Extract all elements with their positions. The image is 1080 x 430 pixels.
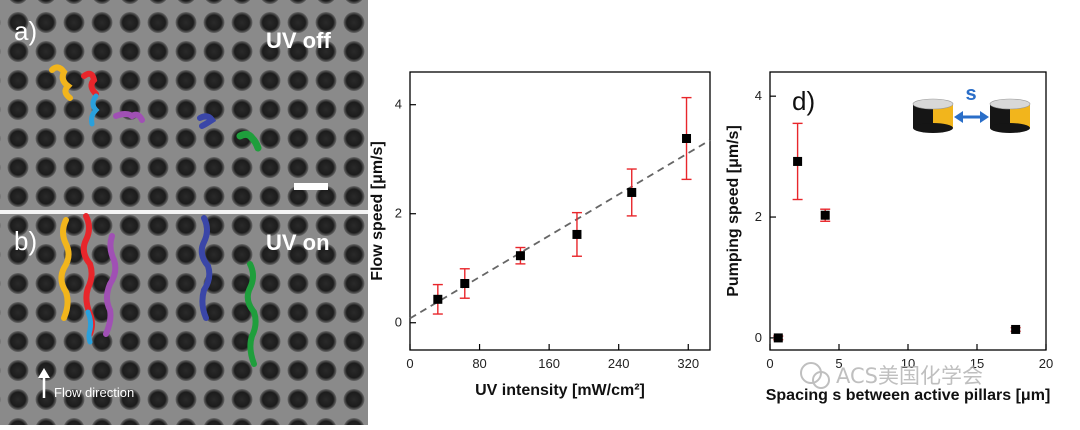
pillar-side-dark	[990, 104, 1010, 128]
x-tick-label: 10	[901, 356, 915, 371]
pillar-top	[989, 98, 1031, 110]
pumping-speed-plot: 0 5 10 15 20 0 2 4 Spacing s between active pill…	[725, 71, 1053, 404]
microscopy-image: a) UV off b) UV on Flow direction	[0, 0, 368, 425]
pillar-side-dark	[913, 104, 933, 128]
microscopy-panels: a) UV off b) UV on Flow direction	[0, 0, 368, 425]
data-point	[793, 156, 803, 166]
trace-cyan-b	[85, 309, 94, 345]
x-axis-label: UV intensity [mW/cm²]	[475, 382, 645, 399]
flow-direction-label: Flow direction	[54, 385, 134, 400]
trace-blue-a	[197, 113, 217, 129]
panel-d-label: d)	[792, 86, 815, 116]
spacing-label: s	[965, 83, 976, 105]
spacing-arrowhead-left-icon	[954, 111, 963, 123]
pillar-array-bottom	[0, 214, 368, 425]
trace-red-a	[81, 70, 99, 97]
data-point	[820, 210, 830, 220]
data-point	[773, 333, 783, 343]
uv-on-label: UV on	[266, 230, 330, 255]
trace-yellow-b	[58, 217, 72, 321]
data-point	[1011, 324, 1021, 334]
pillar-side-coated	[933, 104, 953, 128]
spacing-arrowhead-right-icon	[980, 111, 989, 123]
data-point	[572, 229, 582, 239]
y-axis-label: Flow speed [μm/s]	[369, 141, 386, 281]
data-point	[460, 278, 470, 288]
watermark: ACS美国化学会	[800, 362, 983, 389]
data-point	[433, 294, 443, 304]
x-tick-label: 240	[608, 356, 630, 371]
trace-green-b	[244, 261, 259, 367]
y-tick-label: 0	[395, 315, 402, 330]
trace-green-a	[236, 130, 262, 152]
trace-blue-b	[198, 215, 213, 321]
x-tick-label: 5	[835, 356, 842, 371]
scale-bar	[294, 183, 328, 190]
y-tick-label: 2	[395, 206, 402, 221]
y-tick-label: 2	[755, 209, 762, 224]
pillar-right	[989, 98, 1031, 133]
x-tick-label: 160	[538, 356, 560, 371]
pumping-speed-chart: 0 5 10 15 20 0 2 4 Spacing s between active pill…	[720, 0, 1080, 425]
pillar-side-coated	[1010, 104, 1030, 128]
panel-divider	[0, 210, 368, 214]
panel-a-label: a)	[14, 16, 37, 46]
trace-purple-b	[103, 233, 119, 337]
x-tick-label: 320	[677, 356, 699, 371]
panel-b-label: b)	[14, 226, 37, 256]
data-point	[515, 251, 525, 261]
uv-off-label: UV off	[266, 28, 331, 53]
trace-purple-a	[113, 111, 145, 123]
data-point	[682, 134, 692, 144]
pillar-left	[912, 98, 954, 133]
y-axis-label: Pumping speed [μm/s]	[725, 125, 742, 297]
plot-frame	[409, 71, 711, 351]
linear-fit-line	[409, 139, 711, 320]
x-tick-label: 15	[970, 356, 984, 371]
x-tick-label: 20	[1039, 356, 1053, 371]
x-tick-label: 0	[406, 356, 413, 371]
trace-yellow-a	[49, 64, 73, 101]
watermark-text: ACS美国化学会	[836, 364, 983, 388]
flow-speed-chart: 0 80 160 240 320 0 2 4 UV intensity [mW/cm²] Flow…	[368, 0, 720, 425]
trace-cyan-a	[89, 93, 100, 127]
x-tick-label: 0	[766, 356, 773, 371]
particle-traces-uv-on	[58, 213, 259, 367]
data-point	[627, 187, 637, 197]
pillar-base	[990, 123, 1030, 133]
pillar-spacing-inset: s	[912, 83, 1031, 133]
pillar-top	[912, 98, 954, 110]
pillar-array-top	[0, 0, 368, 210]
y-tick-label: 0	[755, 330, 762, 345]
particle-traces-uv-off	[49, 64, 262, 152]
pillar-base	[913, 123, 953, 133]
flow-speed-plot: 0 80 160 240 320 0 2 4 UV intensity [mW/cm²] Flow…	[369, 71, 711, 399]
y-tick-label: 4	[755, 88, 762, 103]
wechat-logo-bubble-icon	[812, 371, 830, 389]
x-axis-label: Spacing s between active pillars [μm]	[766, 387, 1051, 404]
flow-direction-arrow-icon	[38, 368, 50, 398]
x-tick-label: 80	[472, 356, 486, 371]
y-tick-label: 4	[395, 97, 402, 112]
